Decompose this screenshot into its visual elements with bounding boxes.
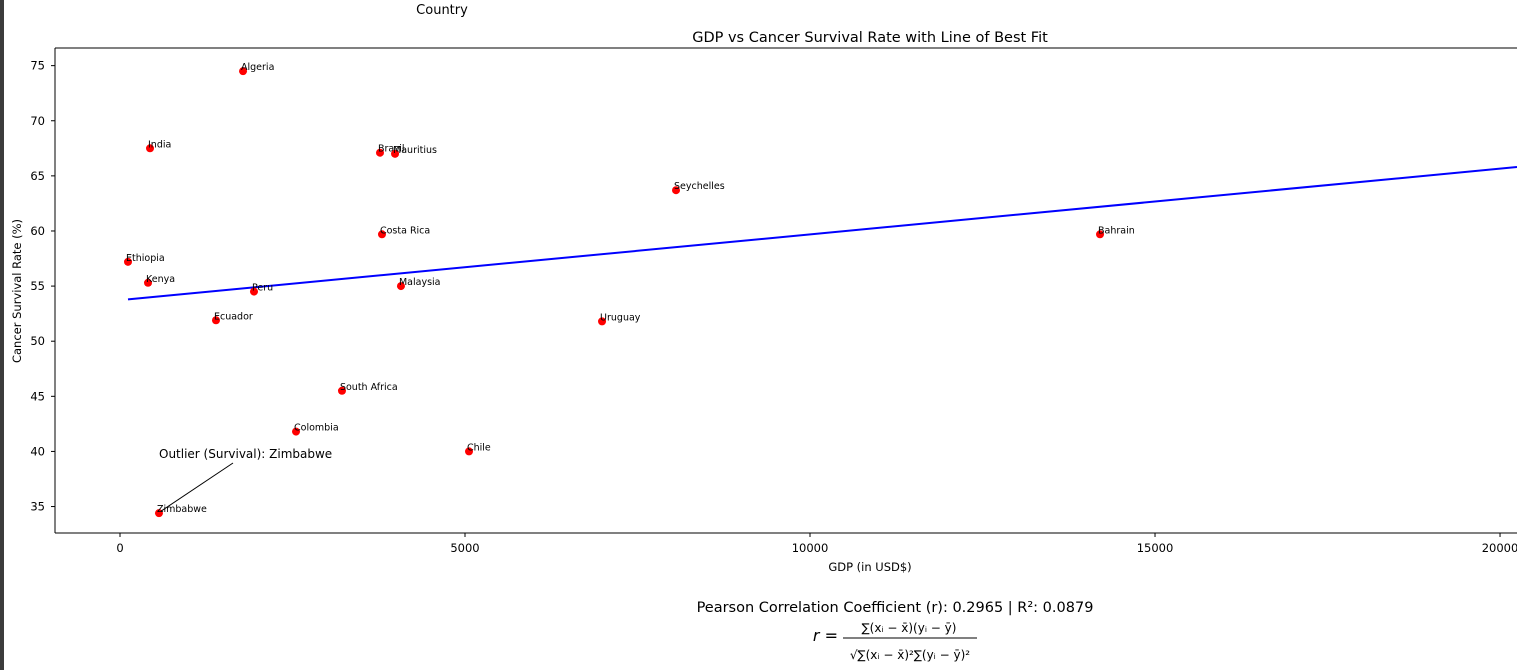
point-label: Costa Rica	[380, 225, 430, 236]
point-label: South Africa	[340, 382, 398, 393]
data-point	[124, 257, 133, 266]
y-axis-label: Cancer Survival Rate (%)	[10, 219, 24, 363]
data-point	[375, 148, 384, 157]
data-point	[144, 278, 153, 287]
chart-title: GDP vs Cancer Survival Rate with Line of…	[692, 30, 1048, 46]
point-label: Colombia	[294, 423, 339, 434]
y-tick-label: 70	[30, 114, 45, 128]
legend-title: Country	[416, 3, 468, 18]
y-tick-label: 65	[30, 169, 45, 183]
point-label: Seychelles	[674, 181, 725, 192]
point-label: Malaysia	[399, 277, 441, 288]
point-label: Zimbabwe	[157, 504, 207, 515]
data-point	[598, 317, 607, 326]
y-tick-label: 60	[30, 224, 45, 238]
x-tick-label: 20000	[1482, 541, 1517, 555]
y-tick-label: 35	[30, 500, 45, 514]
data-point	[211, 316, 220, 325]
point-label: Mauritius	[393, 145, 437, 156]
fit-line	[127, 166, 1517, 301]
point-label: Peru	[252, 283, 273, 294]
data-point	[146, 144, 155, 153]
point-label: Kenya	[146, 274, 175, 285]
point-label: Bahrain	[1098, 225, 1135, 236]
point-label: Ethiopia	[126, 253, 165, 264]
data-point	[1096, 230, 1105, 239]
data-point	[672, 186, 681, 195]
formula-lhs: r =	[813, 626, 838, 645]
y-tick-label: 45	[30, 389, 45, 403]
y-tick-label: 50	[30, 334, 45, 348]
y-tick-label: 55	[30, 279, 45, 293]
data-point	[292, 427, 301, 436]
annotation-arrow	[160, 462, 234, 512]
annotation: Outlier (Survival): Zimbabwe	[159, 447, 332, 461]
x-tick-label: 5000	[450, 541, 479, 555]
data-point	[465, 447, 474, 456]
x-axis-label: GDP (in USD$)	[828, 560, 911, 574]
data-point	[391, 149, 400, 158]
y-tick-label: 40	[30, 444, 45, 458]
formula-denominator: √∑(xᵢ − x̄)²∑(yᵢ − ȳ)²	[850, 648, 970, 662]
point-label: Ecuador	[214, 311, 253, 322]
point-label: Algeria	[241, 62, 274, 73]
data-point	[337, 386, 346, 395]
data-point	[249, 287, 258, 296]
data-point	[396, 282, 405, 291]
point-label: Uruguay	[600, 312, 641, 323]
formula-numerator: ∑(xᵢ − x̄)(yᵢ − ȳ)	[862, 621, 957, 635]
x-tick-label: 10000	[792, 541, 829, 555]
data-point	[154, 509, 163, 518]
window-edge	[0, 0, 4, 670]
point-label: Brazil	[378, 144, 405, 155]
stats-text: Pearson Correlation Coefficient (r): 0.2…	[697, 600, 1094, 616]
point-label: Chile	[467, 442, 491, 453]
data-point	[377, 230, 386, 239]
data-point	[239, 67, 248, 76]
x-tick-label: 0	[116, 541, 123, 555]
y-tick-label: 75	[30, 59, 45, 73]
x-tick-label: 15000	[1137, 541, 1174, 555]
point-label: India	[148, 139, 171, 150]
